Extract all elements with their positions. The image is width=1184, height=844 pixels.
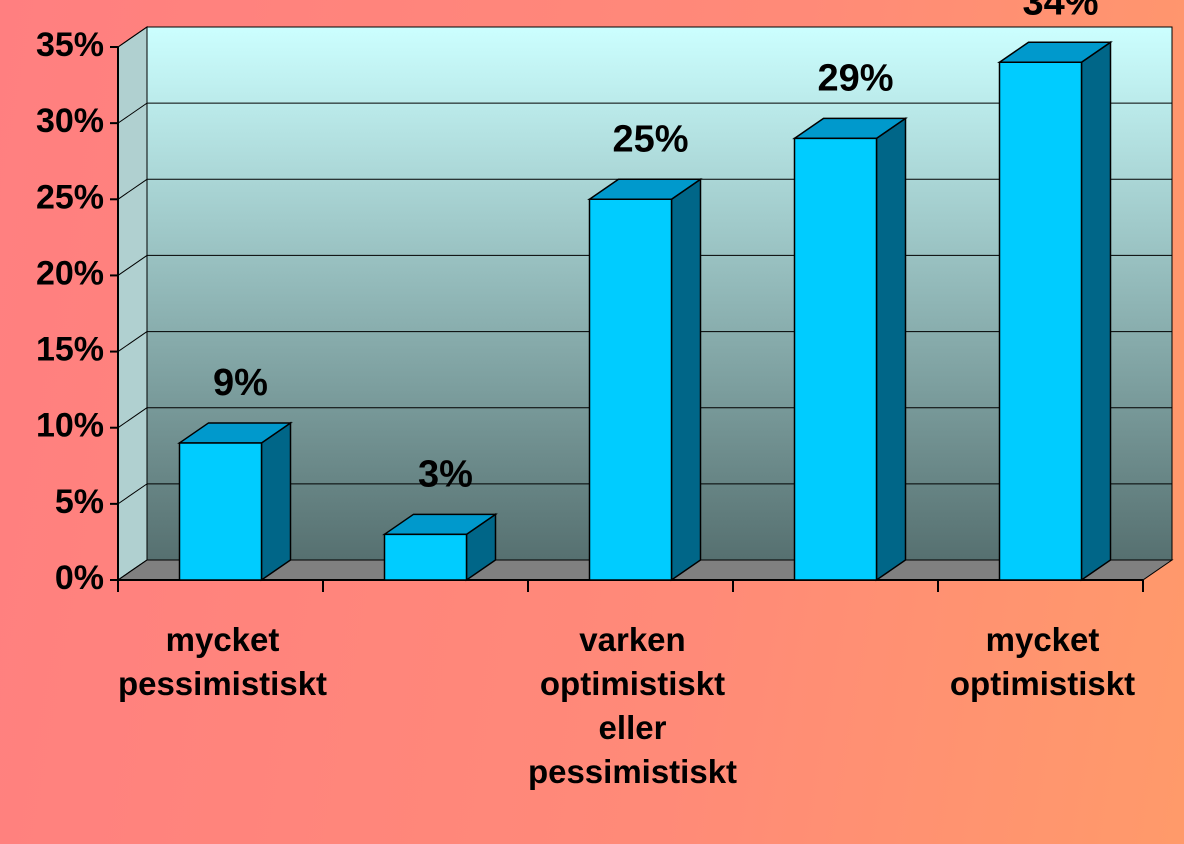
bar-front xyxy=(383,533,468,581)
bar-front xyxy=(998,61,1083,581)
grid-line xyxy=(117,559,148,581)
value-label: 29% xyxy=(817,57,893,99)
grid-line xyxy=(117,255,148,276)
x-tick-label: mycket pessimistiskt xyxy=(117,621,328,702)
grid-line xyxy=(117,178,148,200)
x-tick-label: mycket optimistiskt xyxy=(949,621,1136,702)
bar-side xyxy=(670,177,702,582)
y-tick-label: 15% xyxy=(36,331,104,369)
bar-side xyxy=(875,116,907,582)
grid-line xyxy=(117,331,148,352)
bar-front xyxy=(178,442,263,581)
grid-line xyxy=(117,483,148,505)
grid-line xyxy=(117,407,148,429)
bar xyxy=(792,116,908,582)
y-tick-label: 5% xyxy=(55,483,104,521)
bar xyxy=(997,40,1113,582)
bar xyxy=(587,177,703,582)
bar-side xyxy=(1080,40,1112,582)
grid-line xyxy=(117,26,148,48)
value-label: 25% xyxy=(612,118,688,160)
value-label: 34% xyxy=(1022,0,1098,23)
y-tick-label: 0% xyxy=(55,559,104,597)
bar-front xyxy=(793,137,878,581)
value-label: 3% xyxy=(418,453,473,495)
grid-line xyxy=(117,102,148,124)
bar xyxy=(382,512,498,582)
y-tick-label: 10% xyxy=(36,407,104,445)
y-tick-label: 25% xyxy=(36,178,104,216)
y-tick-label: 30% xyxy=(36,102,104,140)
value-label: 9% xyxy=(213,362,268,404)
bar xyxy=(177,421,293,582)
y-tick-label: 20% xyxy=(36,254,104,292)
side-wall xyxy=(117,26,148,581)
bar-front xyxy=(588,198,673,581)
y-tick-label: 35% xyxy=(36,26,104,64)
bar-side xyxy=(260,421,292,582)
x-tick-label: varken optimistiskt eller pessimistiskt xyxy=(527,621,738,790)
